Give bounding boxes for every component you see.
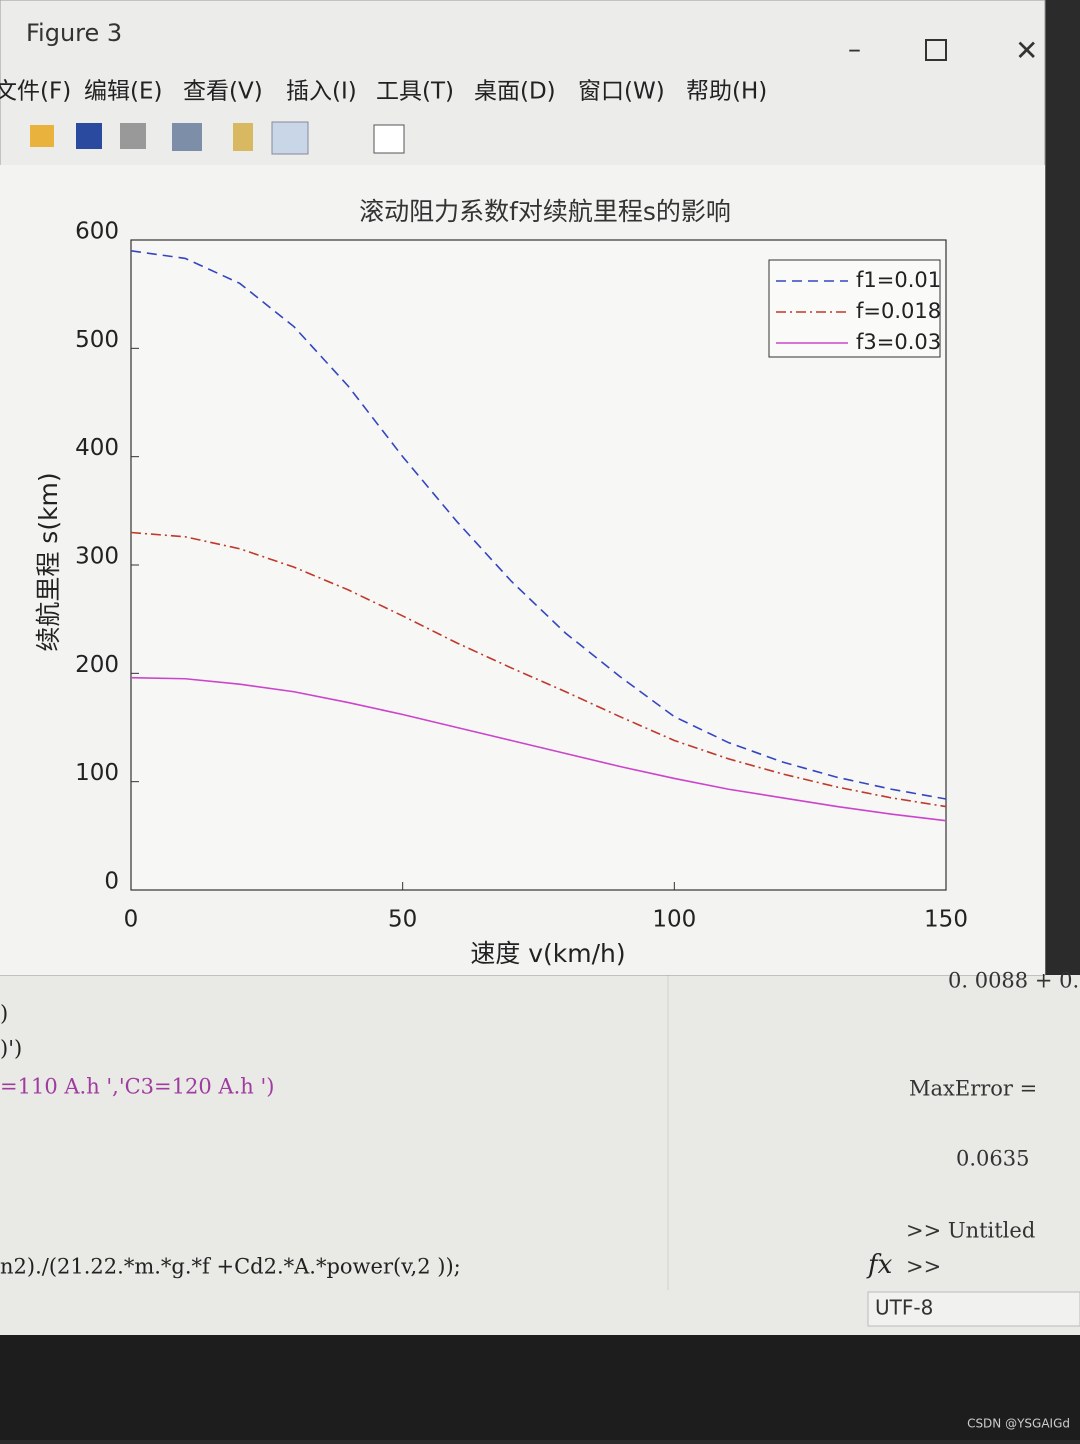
command-line: >> [906,1255,941,1279]
maximize[interactable] [925,39,947,61]
menu-item[interactable]: 窗口(W) [578,79,665,105]
icon[interactable] [76,123,102,149]
bezel [0,1335,1080,1440]
y-tick-label: 400 [75,435,119,461]
chart-title: 滚动阻力系数f对续航里程s的影响 [359,197,731,226]
legend-label: f1=0.01 [856,268,941,292]
toolbar [30,121,405,155]
minimize[interactable]: – [848,35,861,65]
icon[interactable] [373,124,405,154]
menu-item[interactable]: 插入(I) [286,79,357,105]
x-tick-label: 50 [388,907,417,933]
code-line: )') [0,1037,22,1061]
menu-item[interactable]: 帮助(H) [686,79,767,105]
series-line [130,250,947,800]
code-line: ) [0,1002,8,1026]
y-tick-label: 600 [75,219,119,245]
encoding: UTF-8 [875,1296,933,1320]
y-tick-label: 200 [75,652,119,678]
code-line: n2)./(21.22.*m.*g.*f +Cd2.*A.*power(v,2 … [0,1255,461,1279]
x-tick-label: 150 [924,907,968,933]
x-tick-label: 0 [124,907,139,933]
command-line: 0. 0088 + 0. [948,969,1079,993]
y-tick-label: 0 [104,869,119,895]
legend-label: f=0.018 [856,299,941,323]
menu-bar: 文件(F) 编辑(E) 查看(V) 插入(I) 工具(T) 桌面(D) 窗口(W) 帮助(H) [0,79,767,105]
code-line: =110 A.h ','C3=120 A.h ') [0,1075,274,1099]
menu-item[interactable]: 工具(T) [376,79,454,105]
command-line: 0.0635 [956,1147,1029,1171]
y-tick-label: 300 [75,544,119,570]
series-line [130,676,947,822]
editor-bg [0,975,1080,1335]
x-axis-label: 速度 v(km/h) [470,939,625,968]
icon[interactable] [30,125,54,147]
menu-item[interactable]: 桌面(D) [474,79,556,105]
status-bar [867,1291,1080,1327]
x-tick-label: 100 [652,907,696,933]
icon[interactable] [172,123,202,151]
close[interactable]: ✕ [1015,34,1038,67]
watermark: CSDN @YSGAIGd [967,1417,1070,1431]
legend-label: f3=0.03 [856,330,941,354]
menu-item[interactable]: 查看(V) [183,79,263,105]
command-line: >> Untitled [906,1219,1035,1243]
background-text: ) )') =110 A.h ','C3=120 A.h ') n2)./(21.22… [0,969,1079,1431]
y-axis-label: 续航里程 s(km) [34,472,63,651]
y-tick-label: 100 [75,760,119,786]
legend-box [768,259,941,358]
icon[interactable] [233,123,253,151]
command-line: MaxError = [909,1077,1037,1101]
icon[interactable] [120,123,146,149]
window-title: Figure 3 [26,19,122,47]
series-line [130,531,947,808]
chart: 滚动阻力系数f对续航里程s的影响 速度 v(km/h) 续航里程 s(km) 0… [34,197,968,968]
menu-item[interactable]: 文件(F) [0,79,71,105]
y-tick-label: 500 [75,327,119,353]
menu-item[interactable]: 编辑(E) [84,79,162,105]
icon[interactable] [271,121,309,155]
fx-icon: fx [866,1250,893,1280]
